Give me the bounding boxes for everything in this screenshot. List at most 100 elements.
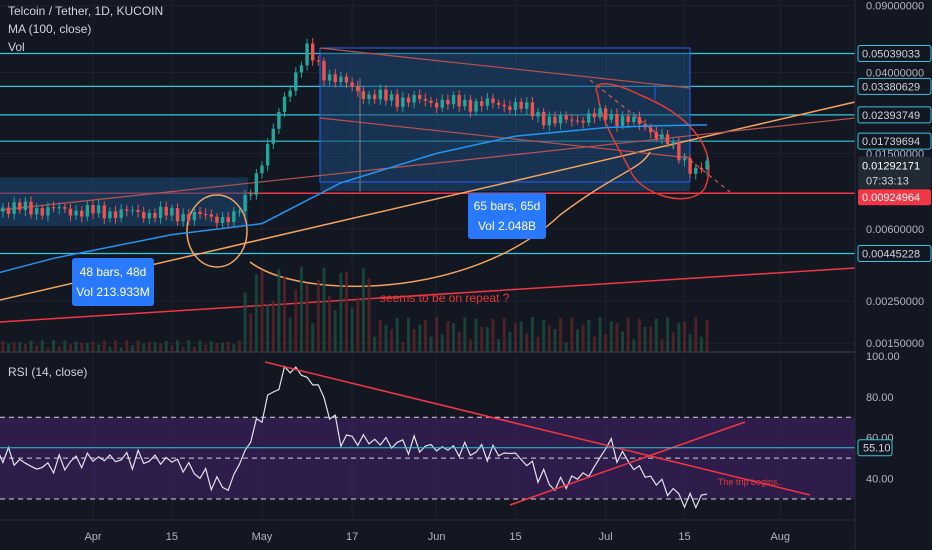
candle-body: [12, 202, 16, 214]
candle-body: [457, 95, 461, 107]
volume-bar: [547, 324, 551, 352]
candle-body: [592, 113, 597, 118]
volume-bar: [29, 340, 33, 352]
candle-body: [254, 173, 259, 195]
volume-bar: [114, 340, 118, 352]
volume-bar: [187, 340, 191, 352]
candle-body: [288, 90, 292, 97]
volume-bar: [283, 276, 287, 352]
time-tick-label: Jul: [599, 531, 613, 543]
candle-body: [440, 99, 444, 108]
volume-bar: [457, 331, 461, 352]
current-price-label: 0.01292171: [862, 161, 920, 173]
candle-body: [108, 211, 112, 219]
candle-body: [175, 208, 180, 222]
volume-bar: [57, 346, 61, 352]
volume-bar: [384, 324, 388, 352]
level-tag-label: 0.02393749: [862, 110, 920, 122]
ma-100-line: [0, 124, 708, 274]
candle-body: [1, 207, 5, 212]
candle-body: [361, 91, 366, 100]
candle-body: [119, 209, 123, 218]
volume-bar: [604, 334, 608, 352]
candle-body: [513, 101, 518, 110]
volume-bar: [581, 324, 585, 352]
candle-body: [389, 94, 394, 101]
candle-body: [198, 211, 202, 214]
candle-body: [113, 211, 118, 218]
volume-bar: [12, 342, 16, 352]
candle-body: [40, 208, 44, 216]
channel-top: [319, 47, 691, 89]
candle-body: [209, 214, 213, 217]
volume-bar: [373, 336, 377, 352]
volume-bar: [350, 307, 354, 352]
volume-bar: [418, 324, 422, 352]
volume-bar: [688, 333, 692, 352]
volume-bar: [243, 292, 247, 352]
volume-bar: [632, 339, 636, 352]
price-tick-label: 0.00250000: [866, 296, 924, 308]
volume-bar: [480, 326, 484, 352]
candle-body: [654, 132, 659, 139]
volume-bar: [181, 347, 185, 352]
candle-body: [220, 217, 225, 223]
rsi-legend[interactable]: RSI (14, close): [8, 365, 88, 379]
candle-body: [327, 74, 332, 81]
volume-bar: [91, 341, 95, 352]
time-tick-label: Aug: [770, 531, 790, 543]
volume-bar: [221, 342, 225, 352]
vol-legend[interactable]: Vol: [8, 40, 25, 54]
volume-bar: [452, 322, 456, 352]
candle-body: [339, 76, 343, 83]
volume-bar: [683, 321, 686, 352]
price-axis[interactable]: 0.090000000.040000000.015000000.00600000…: [854, 0, 932, 550]
volume-bar: [654, 318, 658, 352]
candle-body: [142, 211, 146, 219]
candle-body: [164, 206, 168, 216]
candle-body: [677, 142, 681, 161]
candle-body: [508, 106, 512, 110]
volume-bar: [598, 317, 602, 352]
volume-bar: [209, 341, 213, 352]
ma-legend[interactable]: MA (100, close): [8, 22, 92, 36]
candle-body: [496, 102, 501, 105]
symbol-title[interactable]: Telcoin / Tether, 1D, KUCOIN: [8, 4, 164, 18]
range-box-1: [0, 177, 248, 227]
volume-bar: [463, 317, 467, 352]
volume-bar: [570, 317, 574, 352]
level-tag-label: 0.03380629: [862, 81, 920, 93]
volume-bar: [564, 341, 568, 352]
volume-bar: [311, 323, 315, 352]
red-trendline-mid: [0, 117, 856, 211]
volume-bar: [136, 340, 140, 352]
volume-bar: [615, 323, 619, 352]
candle-body: [6, 207, 11, 214]
measure-label-2-box: [468, 193, 546, 239]
volume-bar: [525, 333, 529, 352]
candle-body: [249, 194, 253, 196]
volume-bar: [85, 342, 89, 352]
candle-body: [536, 111, 540, 117]
candle-body: [158, 206, 163, 219]
volume-bar: [249, 313, 253, 352]
volume-bar: [519, 321, 523, 352]
volume-bar: [316, 279, 320, 352]
candle-body: [699, 167, 704, 170]
candle-body: [102, 205, 106, 219]
volume-bar: [508, 331, 512, 352]
candle-body: [356, 86, 360, 92]
volume-bar: [406, 317, 410, 352]
time-axis[interactable]: Apr 15 May 17 Jun 15 Jul 15 Aug: [0, 519, 855, 543]
candle-body: [682, 158, 687, 161]
candle-body: [480, 101, 484, 106]
dashed-projection: [589, 79, 731, 193]
volume-bar: [429, 336, 433, 352]
level-tag: [857, 245, 932, 263]
candle-body: [581, 120, 585, 123]
volume-bar: [345, 271, 348, 352]
candle-body: [603, 108, 608, 120]
candle-body: [203, 213, 208, 215]
time-tick-label: Jun: [428, 531, 446, 543]
